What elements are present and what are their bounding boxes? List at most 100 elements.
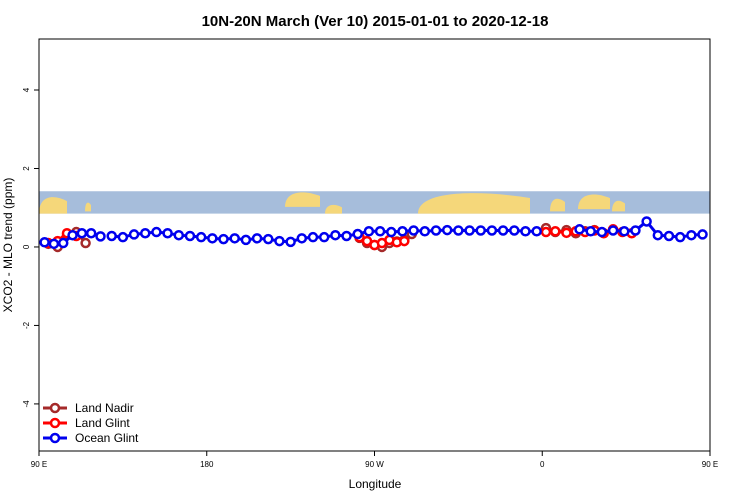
map-land-6 <box>578 194 610 210</box>
data-point <box>674 231 686 243</box>
data-point <box>386 226 397 238</box>
data-point <box>274 235 285 247</box>
data-point <box>419 226 431 237</box>
data-point <box>441 224 453 236</box>
data-point <box>95 231 106 242</box>
data-point <box>607 225 619 236</box>
data-point <box>184 230 196 242</box>
data-point <box>341 230 352 242</box>
data-point <box>641 216 652 227</box>
world-map-band <box>39 191 710 214</box>
legend-item: Ocean Glint <box>43 431 139 445</box>
data-point <box>139 227 151 239</box>
data-point <box>85 227 97 239</box>
map-land-7 <box>612 200 625 212</box>
data-point <box>596 226 608 238</box>
x-tick-label: 90 E <box>31 460 47 469</box>
x-tick-label: 0 <box>540 460 545 469</box>
y-tick-label: -2 <box>22 321 31 329</box>
data-point <box>80 237 91 249</box>
data-point <box>251 233 263 244</box>
data-point <box>585 226 596 237</box>
data-point <box>619 226 630 237</box>
data-point <box>162 227 173 239</box>
data-point <box>697 229 708 240</box>
map-land-1 <box>85 202 91 212</box>
data-point <box>76 227 88 239</box>
data-point <box>67 229 78 241</box>
data-point <box>520 226 531 237</box>
data-point <box>399 235 410 247</box>
data-point <box>106 230 117 242</box>
data-point <box>330 229 341 241</box>
map-ocean <box>39 191 710 214</box>
legend-label: Land Nadir <box>75 401 134 415</box>
data-point <box>363 226 375 237</box>
data-point <box>263 233 274 245</box>
map-land-4 <box>418 193 530 214</box>
legend-marker <box>49 432 61 444</box>
data-point <box>307 231 319 243</box>
data-point <box>240 234 252 246</box>
data-point <box>39 237 50 248</box>
data-point <box>486 225 498 236</box>
legend-label: Ocean Glint <box>75 431 139 445</box>
data-point <box>663 230 675 242</box>
data-point <box>408 225 419 236</box>
data-point <box>652 229 664 241</box>
data-point <box>173 229 185 241</box>
data-point <box>285 236 296 248</box>
data-point <box>561 227 572 239</box>
legend-marker <box>49 402 61 414</box>
y-tick-label: 0 <box>22 244 31 249</box>
legend-item: Land Glint <box>43 416 130 430</box>
chart-title: 10N-20N March (Ver 10) 2015-01-01 to 202… <box>202 13 549 30</box>
data-point <box>57 237 69 249</box>
x-tick-label: 90 W <box>365 460 384 469</box>
data-point <box>151 226 162 238</box>
data-point <box>318 231 330 243</box>
data-point <box>430 225 442 236</box>
data-point <box>630 225 641 236</box>
y-tick-label: -4 <box>22 400 31 408</box>
y-axis: -4 -2 0 2 4 <box>22 87 39 407</box>
data-point <box>352 228 363 240</box>
y-tick-label: 4 <box>22 87 31 92</box>
series-layer <box>39 216 708 253</box>
y-tick-label: 2 <box>22 166 31 171</box>
data-point <box>207 233 218 244</box>
data-point <box>229 233 240 244</box>
legend-item: Land Nadir <box>43 401 134 415</box>
data-point <box>48 238 60 250</box>
x-axis-label: Longitude <box>349 477 402 491</box>
x-axis: 90 E 180 90 W 0 90 E <box>31 451 718 469</box>
map-land-0 <box>39 197 67 214</box>
x-tick-label: 180 <box>200 460 214 469</box>
y-axis-label: XCO2 - MLO trend (ppm) <box>1 178 15 313</box>
data-point <box>686 229 697 241</box>
data-point <box>397 226 408 237</box>
data-point <box>374 226 386 237</box>
data-point <box>128 229 140 240</box>
data-point <box>453 225 464 236</box>
data-point <box>475 225 486 236</box>
data-point <box>531 226 542 237</box>
data-point <box>464 225 475 236</box>
data-point <box>509 225 520 236</box>
data-point <box>218 233 229 245</box>
data-point <box>540 226 552 238</box>
map-land-5 <box>550 198 565 212</box>
series-ocean-glint <box>39 216 708 250</box>
map-land-3 <box>325 204 342 214</box>
data-point <box>195 231 207 243</box>
map-land-2 <box>285 192 320 207</box>
x-tick-label: 90 E <box>702 460 718 469</box>
legend-label: Land Glint <box>75 416 130 430</box>
data-point <box>574 224 585 235</box>
legend-marker <box>49 417 61 429</box>
data-point <box>296 233 308 244</box>
data-point <box>550 226 561 237</box>
data-point <box>117 231 129 243</box>
